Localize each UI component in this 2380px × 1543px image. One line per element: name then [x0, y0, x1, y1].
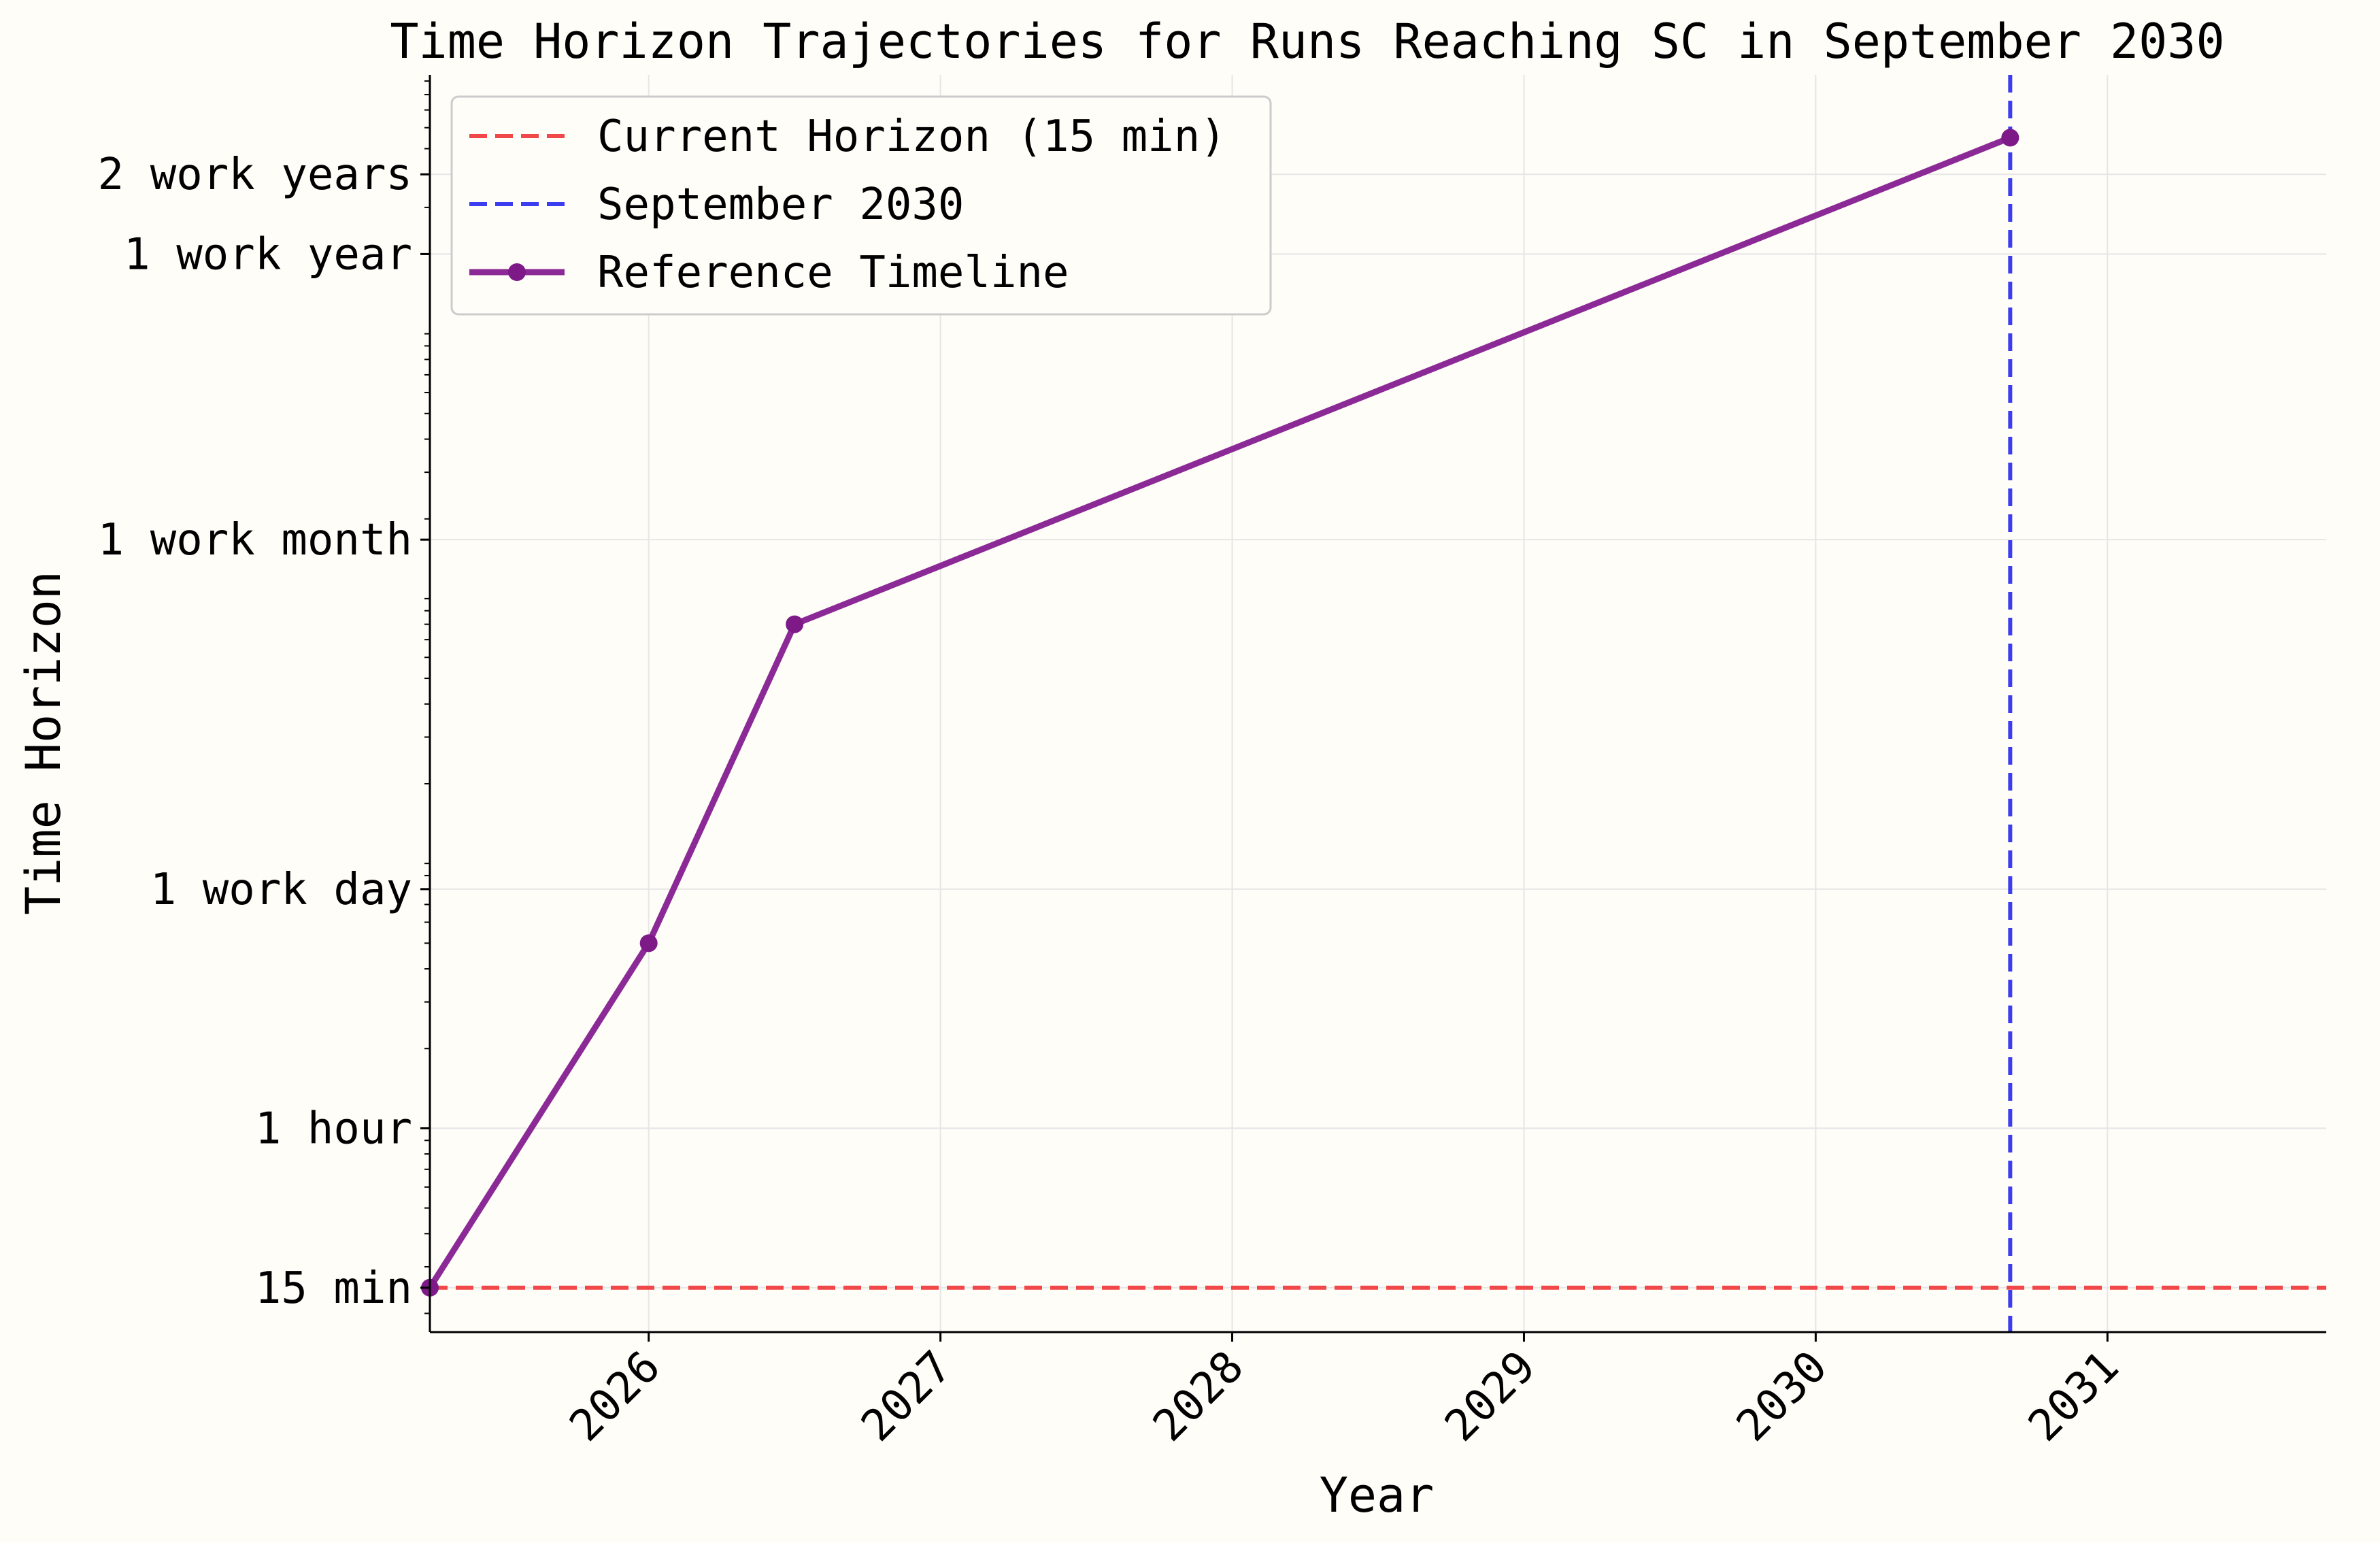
data-point — [786, 615, 804, 633]
y-tick-label: 1 work month — [98, 515, 412, 565]
chart-title: Time Horizon Trajectories for Runs Reach… — [390, 14, 2224, 69]
y-tick-label: 2 work years — [98, 150, 412, 200]
y-axis-ticks: 15 min 1 hour 1 work day 1 work month 1 work… — [98, 80, 430, 1314]
y-tick-label: 1 hour — [255, 1104, 412, 1154]
legend-label: Current Horizon (15 min) — [597, 112, 1226, 162]
legend-label: September 2030 — [597, 180, 964, 230]
legend: Current Horizon (15 min) September 2030 Re… — [450, 95, 1272, 316]
data-point — [2001, 129, 2019, 147]
data-point — [639, 934, 658, 952]
y-tick-label: 15 min — [255, 1263, 412, 1314]
x-axis-label: Year — [1320, 1467, 1435, 1523]
y-axis-label: Time Horizon — [16, 571, 71, 915]
reference-timeline-line — [426, 134, 2013, 1291]
legend-marker — [508, 263, 526, 281]
y-tick-label: 1 work day — [150, 865, 412, 915]
reference-lines — [430, 75, 2326, 1332]
legend-box — [450, 95, 1272, 316]
legend-label: Reference Timeline — [597, 248, 1069, 298]
y-tick-label: 1 work year — [124, 229, 412, 280]
